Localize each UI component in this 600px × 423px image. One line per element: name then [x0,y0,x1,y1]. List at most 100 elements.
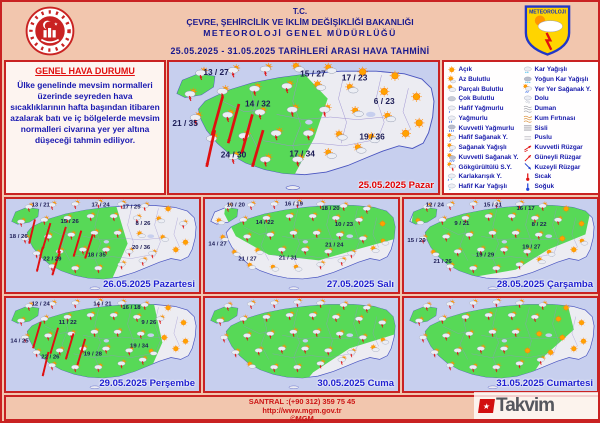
thunderstorm-icon [270,362,280,373]
partly-cloudy-icon [345,82,359,94]
thunderstorm-icon [465,329,475,339]
thunderstorm-icon [20,333,31,343]
sunny-icon [411,91,422,102]
thunderstorm-icon [500,245,510,255]
legend-item: Kuzeyli Rüzgar [523,163,597,172]
thunderstorm-icon [254,346,264,356]
takvim-flag-icon: ★ [478,398,495,413]
legend-item-label: Yoğun Kar Yağışlı [534,75,589,83]
svg-text:*: * [527,80,529,84]
north-wind-arrow [84,234,94,259]
legend-item-label: Hafif Yağmurlu [458,105,504,112]
thunderstorm-icon [48,200,58,211]
thunderstorm-icon [530,213,540,224]
temperature-label: 18 / 20 [321,206,340,212]
thunderstorm-icon [32,347,42,358]
thunderstorm-icon [453,247,463,257]
takvim-wordmark: Takvim [496,394,555,416]
legend-column: * * Kar Yağışlı * * * Yoğun Kar Yağışlı Yer Yer… [523,65,597,191]
thunderstorm-icon [476,344,486,354]
thunderstorm-icon [277,344,287,354]
partly-cloudy-icon [155,215,166,224]
sunny-icon [164,304,172,312]
partly-cloudy-icon [414,217,425,225]
legend-item: Güneyli Rüzgar [523,153,597,162]
thunderstorm-icon [102,344,112,354]
temperature-label: 12 / 24 [32,302,51,308]
thunderstorm-icon [316,359,326,369]
legend-item-label: Kuvvetli Yağmurlu [458,124,515,132]
legend-item: Sisli [523,124,597,133]
thunderstorm-icon [442,331,452,341]
legend-item: * Hafif Kar Yağışlı [447,182,521,191]
thunderstorm-icon [293,362,303,373]
cloud-icon [537,20,563,33]
thunderstorm-icon [286,103,300,117]
thunderstorm-icon [347,347,357,358]
north-wind-arrow [72,230,83,257]
ministry-emblem: ★ [25,6,75,56]
temperature-label: 17 / 24 [91,203,110,209]
thunderstorm-icon [511,327,521,337]
map-date-label: 31.05.2025 Cumartesi [496,378,593,389]
temperature-label: 10 / 23 [335,222,354,228]
temperature-label: 9 / 26 [141,320,157,326]
thunderstorm-icon [277,245,287,255]
sunny-icon [523,346,532,355]
thunderstorm-icon [339,201,349,211]
north-wind-arrow [49,327,60,355]
partly-cloudy-icon [382,111,397,123]
partly-cloudy-icon [292,263,303,272]
footer-phone: SANTRAL :(+90 312) 359 75 45 [248,397,356,406]
legend-item: * Karlakarışık Y. [447,172,521,182]
wind-north-icon [524,163,532,170]
partly-cloudy-icon [545,248,556,257]
temperature-label: 19 / 34 [130,343,149,349]
partly-cloudy-icon [147,347,158,356]
legend-item-label: Puslu [534,134,552,142]
thunderstorm-icon [337,355,347,365]
legend-item-label: Kar Yağışlı [534,66,568,73]
partly-cloudy-icon [430,248,440,257]
thunderstorm-icon [94,263,104,274]
hail-icon [523,95,532,104]
thunderstorm-icon [500,344,510,354]
thunderstorm-icon [86,310,96,321]
partly-cloudy-icon [246,360,256,369]
thunderstorm-icon [254,106,268,120]
bulletin-header: T.C. ÇEVRE, ŞEHİRCİLİK VE İKLİM DEĞİŞİKL… [2,7,598,56]
partly-cloudy-icon [231,248,241,257]
legend-item: Gökgürültülü S.Y. [447,162,521,172]
thunderstorm-icon [243,232,253,242]
thunderstorm-icon [125,346,135,356]
turkey-weather-map: 13 / 21 17 / 24 17 / 25 18 / 26 15 / 26 8 / 2… [6,199,199,292]
thunderstorm-icon [63,312,73,323]
thunderstorm-icon [316,298,326,309]
thunderstorm-icon [355,215,365,225]
partly-cloudy-icon [219,233,229,242]
temperature-label: 17 / 25 [122,204,141,210]
thunderstorm-icon [140,300,150,310]
thunderstorm-icon [312,327,322,337]
partly-cloudy-icon [323,147,337,159]
legend-item-label: Hafif Kar Yağışlı [458,183,508,190]
partly-cloudy-icon [578,237,589,246]
sunny-icon [378,86,390,97]
sunny-icon [389,70,401,81]
legend-item-label: Çok Bulutlu [458,95,495,103]
rain-heavy-icon [447,124,456,133]
thunderstorm-icon [90,228,100,238]
partly-cloudy-icon [254,246,264,255]
star-icon: ★ [482,401,491,410]
thunderstorm-icon [239,314,249,324]
wind-south-icon [524,154,532,161]
thunderstorm-icon [243,331,253,341]
turkey-weather-map: 12 / 24 15 / 21 16 / 17 9 / 21 8 / 22 15 / 29… [404,199,597,292]
temperature-label: 8 / 22 [532,222,548,228]
temperature-label: 21 / 24 [325,243,344,249]
partly-cloudy-icon [370,245,380,253]
sandstorm-icon [523,115,532,123]
thunderstorm-icon [94,199,104,209]
forecast-map-cuma: 30.05.2025 Cuma [203,296,400,393]
thunderstorm-icon [292,153,305,167]
